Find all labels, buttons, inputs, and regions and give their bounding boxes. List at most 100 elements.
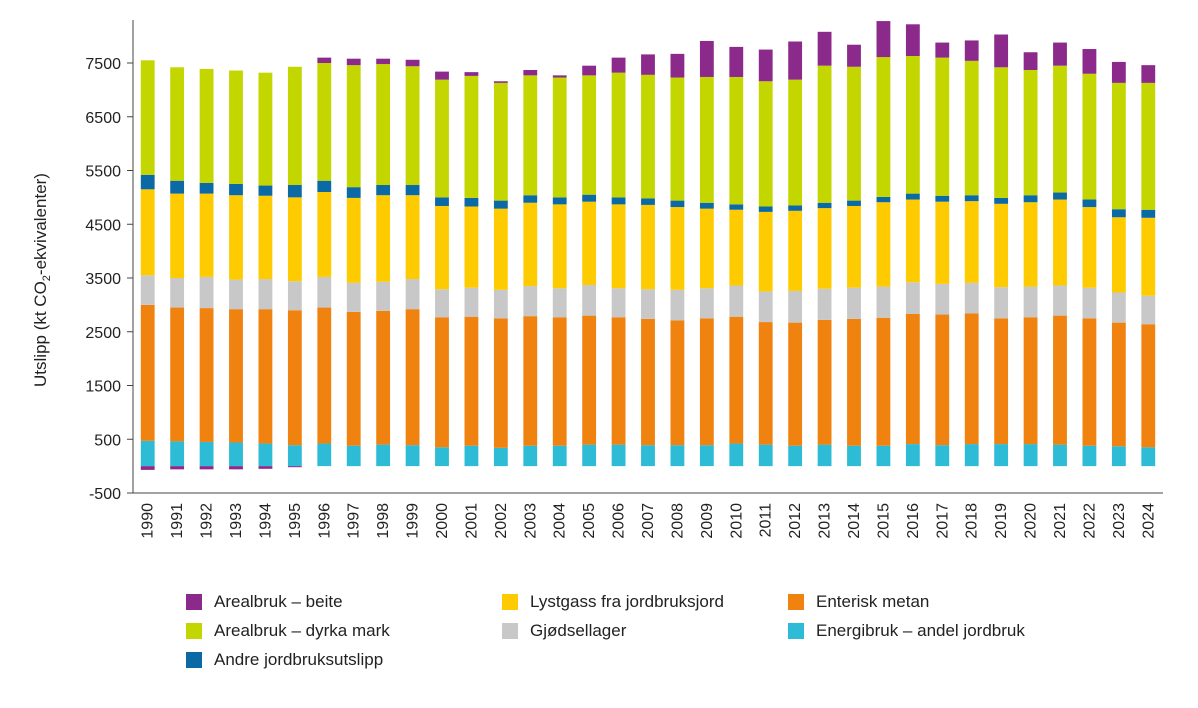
bar-segment-2018-s5 <box>964 60 979 196</box>
bar-segment-2009-s1 <box>699 318 714 446</box>
x-tick-label: 2002 <box>493 503 510 539</box>
bar-segment-2000-s0 <box>435 447 449 467</box>
bar-segment-2021-s2 <box>1053 285 1067 316</box>
x-tick-label: 2016 <box>905 503 922 539</box>
bar-segment-2008-s4 <box>670 200 685 208</box>
bar-segment-2017-s1 <box>935 314 950 446</box>
bar-segment-1995-s3 <box>287 197 302 282</box>
bar-segment-2013-s1 <box>817 319 832 445</box>
bar-segment-2002-s5 <box>493 82 508 201</box>
bar-segment-2002-s4 <box>493 200 508 209</box>
bar-segment-2022-s6 <box>1082 49 1097 74</box>
bar-segment-2022-s0 <box>1082 445 1097 467</box>
legend-label: Arealbruk – beite <box>214 592 343 611</box>
bar-segment-1993-s4 <box>229 183 243 196</box>
y-tick-label: 500 <box>94 432 121 449</box>
bar-segment-2004-s1 <box>552 317 567 446</box>
bar-segment-negative-1992 <box>199 466 214 470</box>
bar-segment-2008-s5 <box>670 77 685 201</box>
bar-segment-2014-s0 <box>847 445 861 467</box>
bar-segment-2012-s6 <box>788 41 803 80</box>
bar-segment-2006-s3 <box>611 204 626 289</box>
bar-segment-2024-s3 <box>1141 217 1156 296</box>
x-tick-label: 2020 <box>1023 503 1040 539</box>
bar-segment-1990-s5 <box>140 60 155 175</box>
bar-segment-1998-s6 <box>376 58 391 65</box>
x-tick-label: 2014 <box>846 503 863 539</box>
bar-segment-2002-s3 <box>493 208 508 290</box>
bar-segment-2001-s1 <box>464 316 479 446</box>
x-tick-label: 2006 <box>611 503 628 539</box>
bar-segment-1998-s1 <box>376 310 391 445</box>
bar-segment-2022-s1 <box>1082 318 1097 446</box>
bar-segment-2015-s5 <box>876 57 891 197</box>
bar-segment-2009-s2 <box>699 288 714 319</box>
bar-segment-2004-s2 <box>552 288 567 318</box>
legend-label: Gjødsellager <box>530 621 627 640</box>
bar-segment-2019-s5 <box>994 67 1009 198</box>
bar-segment-2014-s3 <box>847 205 861 288</box>
bar-segment-1999-s4 <box>405 185 420 196</box>
bar-segment-negative-1991 <box>170 466 185 470</box>
bar-segment-2022-s4 <box>1082 199 1097 208</box>
bar-segment-2001-s0 <box>464 445 479 467</box>
x-tick-label: 1994 <box>257 503 274 539</box>
bar-segment-1996-s5 <box>317 63 332 181</box>
bar-segment-2018-s6 <box>964 40 979 61</box>
y-tick-label: 5500 <box>85 164 121 181</box>
bar-segment-2009-s5 <box>699 76 714 203</box>
bar-segment-1994-s4 <box>258 185 273 196</box>
bar-segment-2002-s6 <box>493 81 508 83</box>
bar-segment-1998-s4 <box>376 185 391 196</box>
bar-segment-1992-s4 <box>199 182 214 194</box>
bar-segment-2009-s3 <box>699 208 714 289</box>
legend-swatch <box>186 652 202 668</box>
bar-segment-2012-s5 <box>788 79 803 206</box>
bar-segment-2007-s4 <box>641 198 655 205</box>
bar-segment-2017-s0 <box>935 445 950 467</box>
bar-segment-2005-s0 <box>582 444 597 467</box>
bar-segment-1995-s1 <box>287 310 302 446</box>
bar-segment-2011-s0 <box>758 444 773 467</box>
bar-segment-2024-s1 <box>1141 324 1156 448</box>
bar-segment-2011-s4 <box>758 206 773 212</box>
bar-segment-1996-s2 <box>317 276 332 308</box>
bar-segment-1991-s3 <box>170 193 185 278</box>
bar-segment-2007-s3 <box>641 204 655 290</box>
bar-segment-2016-s5 <box>905 56 920 194</box>
bar-segment-2017-s5 <box>935 57 950 196</box>
bar-segment-2008-s2 <box>670 289 685 321</box>
bar-segment-1992-s0 <box>199 441 214 467</box>
legend-swatch <box>186 623 202 639</box>
x-tick-label: 2012 <box>787 503 804 539</box>
bar-segment-1992-s1 <box>199 308 214 442</box>
x-tick-label: 2004 <box>552 503 569 539</box>
bar-segment-1993-s1 <box>229 309 243 443</box>
bar-segment-2004-s5 <box>552 77 567 198</box>
legend-swatch <box>788 623 804 639</box>
x-tick-label: 2017 <box>934 503 951 539</box>
bar-segment-2023-s1 <box>1111 322 1126 447</box>
legend-item-enterisk-metan: Enterisk metan <box>788 592 929 612</box>
legend-label: Andre jordbruksutslipp <box>214 650 384 669</box>
bar-segment-2020-s6 <box>1023 52 1038 70</box>
bar-segment-2001-s5 <box>464 75 479 198</box>
bar-segment-2015-s6 <box>876 21 891 58</box>
legend-item-arealbruk-dyrka-mark: Arealbruk – dyrka mark <box>186 621 390 641</box>
bar-segment-2016-s6 <box>905 24 920 57</box>
bar-segment-1990-s0 <box>140 440 155 467</box>
bar-segment-1997-s0 <box>346 445 361 467</box>
legend-label: Energibruk – andel jordbruk <box>816 621 1025 640</box>
x-tick-label: 2003 <box>522 503 539 539</box>
bar-segment-2013-s3 <box>817 208 832 289</box>
bar-segment-2024-s4 <box>1141 209 1156 218</box>
bar-segment-1996-s0 <box>317 443 332 467</box>
bar-segment-2005-s2 <box>582 284 597 316</box>
bar-segment-1990-s1 <box>140 304 155 441</box>
bar-segment-1996-s4 <box>317 180 332 192</box>
bar-segment-1999-s0 <box>405 445 420 467</box>
y-tick-label: 2500 <box>85 325 121 342</box>
bar-segment-2012-s0 <box>788 445 803 467</box>
bar-segment-1997-s4 <box>346 187 361 198</box>
